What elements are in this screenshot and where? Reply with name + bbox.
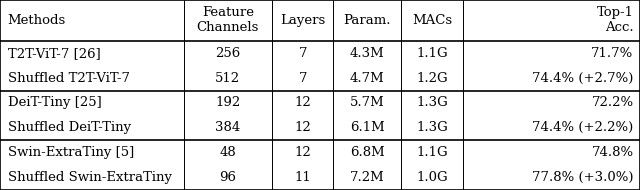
Text: 512: 512 [215, 72, 241, 85]
Text: 5.7M: 5.7M [350, 97, 385, 109]
Text: Shuffled DeiT-Tiny: Shuffled DeiT-Tiny [8, 121, 131, 134]
Text: Shuffled Swin-ExtraTiny: Shuffled Swin-ExtraTiny [8, 171, 172, 184]
Text: 256: 256 [215, 47, 241, 60]
Text: MACs: MACs [412, 14, 452, 27]
Text: 96: 96 [220, 171, 236, 184]
Text: DeiT-Tiny [25]: DeiT-Tiny [25] [8, 97, 101, 109]
Text: 1.0G: 1.0G [416, 171, 448, 184]
Text: 1.1G: 1.1G [416, 47, 448, 60]
Text: Param.: Param. [344, 14, 391, 27]
Text: 74.4% (+2.2%): 74.4% (+2.2%) [532, 121, 634, 134]
Text: Top-1
Acc.: Top-1 Acc. [596, 6, 634, 34]
Text: 6.1M: 6.1M [350, 121, 385, 134]
Text: Methods: Methods [8, 14, 66, 27]
Text: 74.4% (+2.7%): 74.4% (+2.7%) [532, 72, 634, 85]
Text: 12: 12 [294, 121, 311, 134]
Text: 1.3G: 1.3G [416, 121, 448, 134]
Text: 7: 7 [298, 47, 307, 60]
Text: 74.8%: 74.8% [591, 146, 634, 159]
Text: 7.2M: 7.2M [350, 171, 385, 184]
Text: 12: 12 [294, 146, 311, 159]
Text: 6.8M: 6.8M [350, 146, 385, 159]
Text: 4.3M: 4.3M [350, 47, 385, 60]
Text: Swin-ExtraTiny [5]: Swin-ExtraTiny [5] [8, 146, 134, 159]
Text: 12: 12 [294, 97, 311, 109]
Text: 72.2%: 72.2% [591, 97, 634, 109]
Text: 1.1G: 1.1G [416, 146, 448, 159]
Text: 77.8% (+3.0%): 77.8% (+3.0%) [532, 171, 634, 184]
Text: 192: 192 [215, 97, 241, 109]
Text: 11: 11 [294, 171, 311, 184]
Text: 7: 7 [298, 72, 307, 85]
Text: 48: 48 [220, 146, 236, 159]
Text: 4.7M: 4.7M [350, 72, 385, 85]
Text: Layers: Layers [280, 14, 325, 27]
Text: T2T-ViT-7 [26]: T2T-ViT-7 [26] [8, 47, 100, 60]
Text: Shuffled T2T-ViT-7: Shuffled T2T-ViT-7 [8, 72, 130, 85]
Text: 1.3G: 1.3G [416, 97, 448, 109]
Text: 1.2G: 1.2G [416, 72, 448, 85]
Text: Feature
Channels: Feature Channels [196, 6, 259, 34]
Text: 384: 384 [215, 121, 241, 134]
Text: 71.7%: 71.7% [591, 47, 634, 60]
